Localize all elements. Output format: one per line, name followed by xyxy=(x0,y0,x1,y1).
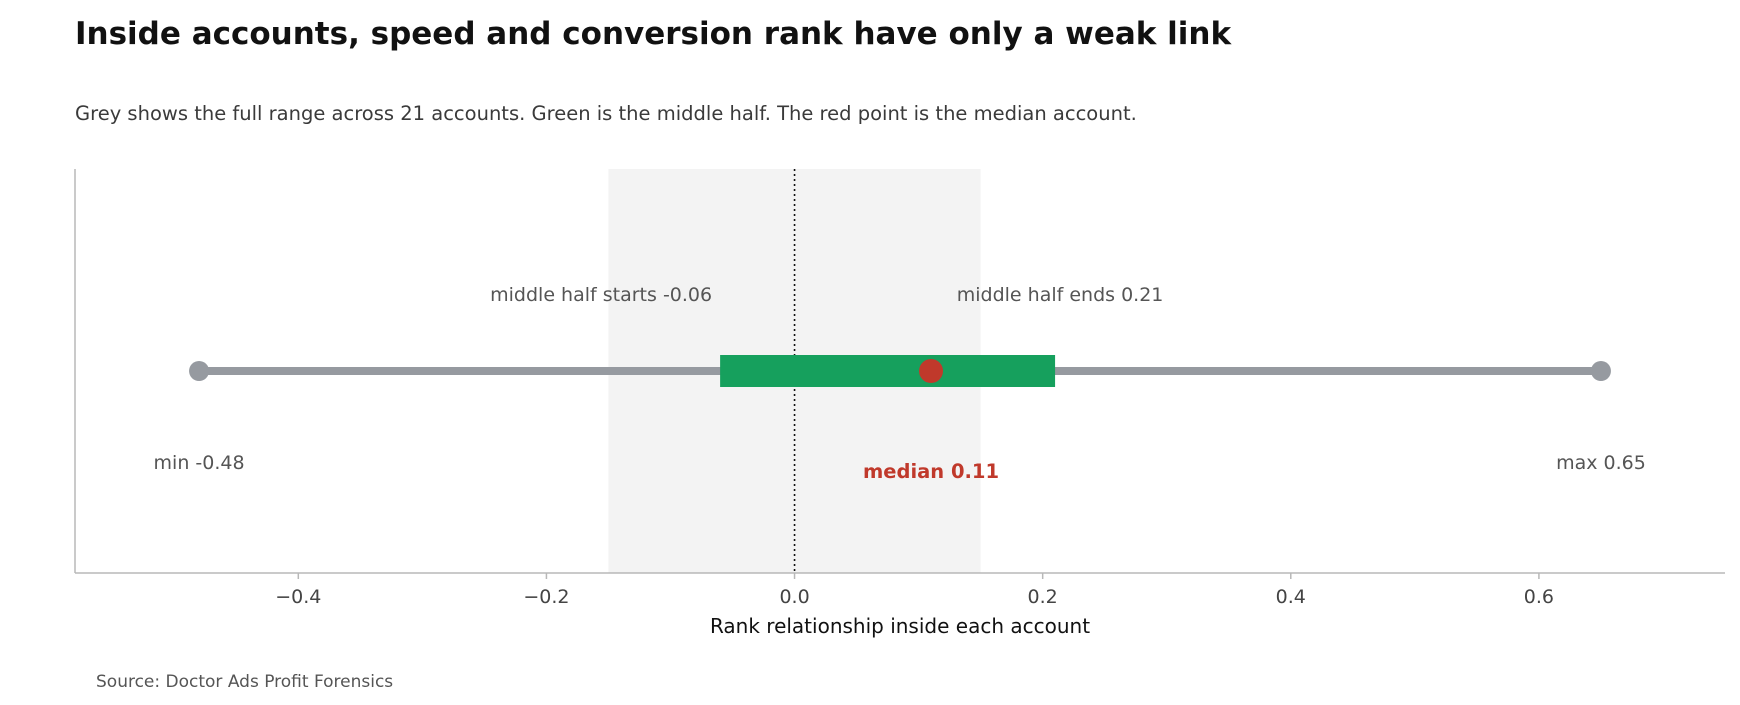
max-endpoint xyxy=(1590,361,1611,381)
x-tick-label: 0.6 xyxy=(1524,586,1554,608)
median-annotation: median 0.11 xyxy=(863,460,999,483)
chart-title: Inside accounts, speed and conversion ra… xyxy=(75,16,1232,52)
x-tick-label: 0.4 xyxy=(1276,586,1306,608)
x-axis-label: Rank relationship inside each account xyxy=(710,614,1090,638)
chart-subtitle: Grey shows the full range across 21 acco… xyxy=(75,102,1137,125)
x-tick-label: 0.0 xyxy=(779,586,809,608)
x-tick-label: −0.2 xyxy=(523,586,569,608)
middle-half-bar xyxy=(720,355,1056,387)
min-annotation: min -0.48 xyxy=(154,452,245,474)
x-tick-label: 0.2 xyxy=(1028,586,1058,608)
q3-annotation: middle half ends 0.21 xyxy=(957,284,1164,306)
median-point xyxy=(919,359,944,383)
min-endpoint xyxy=(189,361,210,381)
source-note: Source: Doctor Ads Profit Forensics xyxy=(96,672,394,692)
max-annotation: max 0.65 xyxy=(1556,452,1646,474)
x-axis-ticks: −0.4 −0.2 0.0 0.2 0.4 0.6 xyxy=(275,573,1554,608)
q1-annotation: middle half starts -0.06 xyxy=(490,284,712,306)
x-tick-label: −0.4 xyxy=(275,586,321,608)
